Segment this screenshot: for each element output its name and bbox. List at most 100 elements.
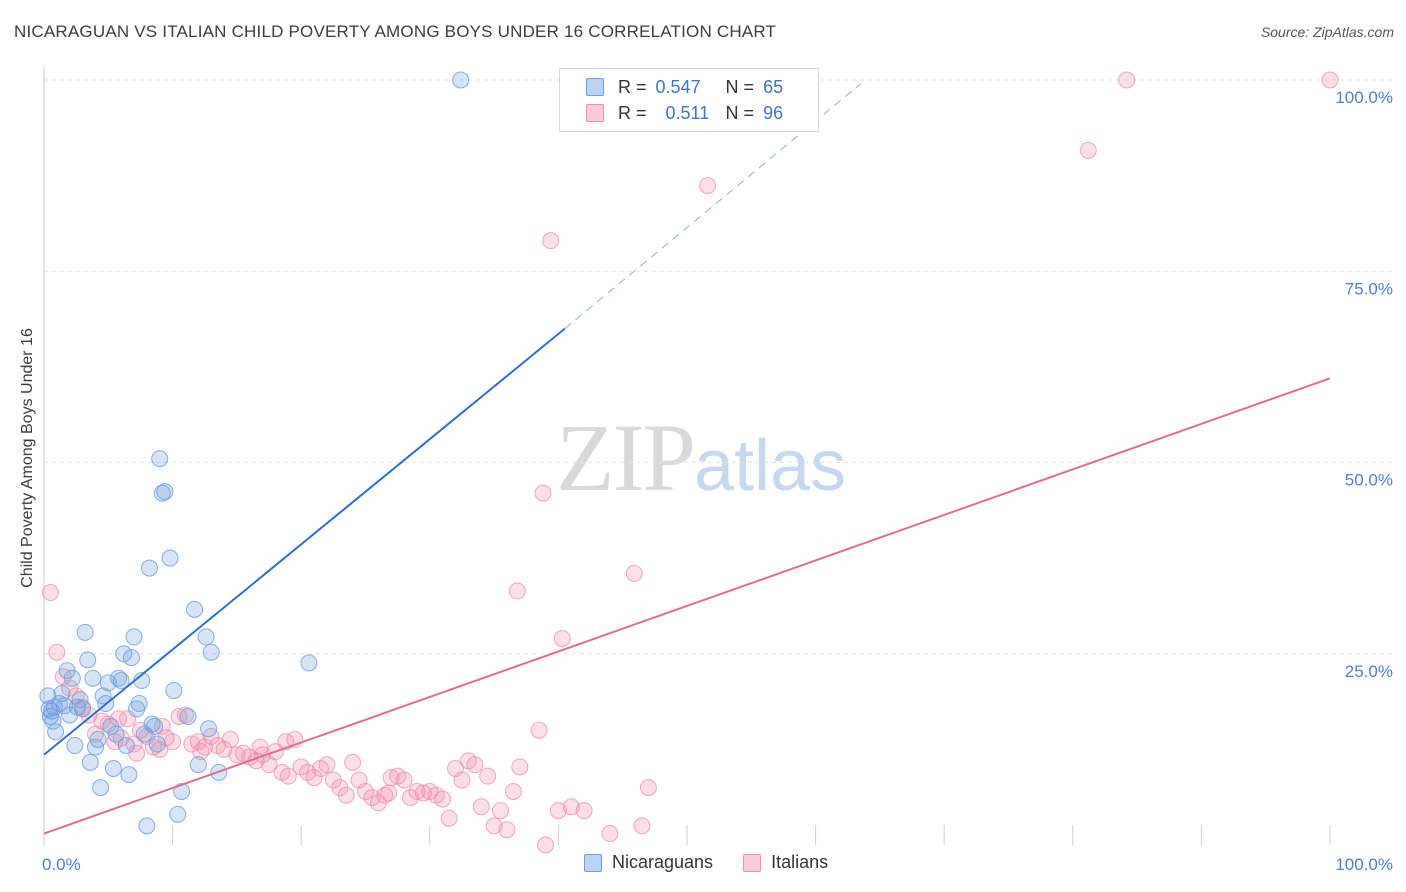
italians-point (192, 743, 210, 761)
italians-point (344, 753, 362, 771)
nicaraguans-point (112, 672, 130, 690)
italians-point (402, 789, 420, 807)
legend-row-nicaraguans: R = 0.547 N = 65 (586, 75, 783, 99)
italians-point (466, 756, 484, 774)
correlation-legend: R = 0.547 N = 65 R = 0.511 N = 96 (559, 68, 819, 132)
nicaraguans-point (89, 730, 107, 748)
italians-swatch (586, 104, 604, 122)
nicaraguans-point (130, 694, 148, 712)
nicaraguans-point (117, 737, 135, 755)
italians-point (498, 821, 516, 839)
italians-point (279, 767, 297, 785)
nicaraguans-point (120, 766, 138, 784)
legend-r-label: R = (618, 76, 647, 97)
legend-n-label: N = (725, 102, 755, 123)
y-tick-label: 100.0% (1335, 88, 1393, 107)
italians-point (492, 802, 510, 820)
italians-point (176, 706, 194, 724)
y-tick-label: 50.0% (1345, 471, 1393, 490)
nicaraguans-swatch (586, 78, 604, 96)
italians-point (164, 733, 182, 751)
italians-point (542, 232, 560, 250)
italians-point (41, 584, 59, 602)
legend-r-label: R = (618, 102, 647, 123)
italians-point (633, 817, 651, 835)
nicaraguans-point (146, 717, 164, 735)
series-legend: Nicaraguans Italians (584, 852, 858, 873)
italians-point (1079, 141, 1097, 159)
italians-point (1118, 71, 1136, 89)
nicaraguans-point (161, 549, 179, 567)
italians-point (414, 784, 432, 802)
nicaraguans-point (115, 645, 133, 663)
italians-swatch (743, 853, 762, 872)
nicaraguans-point (148, 735, 166, 753)
legend-n-value: 96 (763, 102, 784, 123)
nicaraguans-point (140, 559, 158, 577)
nicaraguans-point (66, 737, 84, 755)
nicaraguans-point (110, 669, 128, 687)
legend-row-italians: R = 0.511 N = 96 (586, 101, 783, 125)
source-credit: Source: ZipAtlas.com (1260, 24, 1394, 40)
nicaraguans-point (63, 669, 81, 687)
italians-point (395, 771, 413, 789)
italians-point (504, 782, 522, 800)
nicaraguans-point (151, 450, 169, 468)
italians-point (601, 825, 619, 843)
series-legend-italians: Italians (743, 852, 828, 873)
legend-n-value: 65 (763, 76, 784, 97)
series-legend-label: Nicaraguans (612, 852, 714, 872)
italians-point (453, 771, 471, 789)
italians-point (485, 817, 503, 835)
italians-point (1321, 71, 1339, 89)
y-tick-label: 75.0% (1345, 279, 1393, 298)
nicaraguans-point (56, 697, 74, 715)
nicaraguans-point (165, 681, 183, 699)
italians-point (534, 484, 552, 502)
nicaraguans-point (189, 756, 207, 774)
nicaraguans-point (138, 817, 156, 835)
x-tick-label: 100.0% (1335, 855, 1393, 874)
italians-point (215, 740, 233, 758)
legend-r-value: 0.547 (655, 76, 701, 97)
nicaraguans-point (76, 623, 94, 641)
series-legend-nicaraguans: Nicaraguans (584, 852, 713, 873)
nicaraguans-point (92, 779, 110, 797)
series-legend-label: Italians (771, 852, 829, 872)
nicaraguans-point (200, 720, 218, 738)
nicaraguans-point (81, 753, 99, 771)
nicaraguans-point (202, 643, 220, 661)
italians-point (251, 738, 269, 756)
nicaraguans-point (300, 654, 318, 672)
watermark: ZIPatlas (556, 402, 846, 513)
italians-point (553, 629, 571, 647)
italians-point (575, 802, 593, 820)
x-tick-label: 0.0% (42, 855, 81, 874)
nicaraguans-swatch (584, 853, 602, 872)
italians-point (337, 786, 355, 804)
italians-point (228, 746, 246, 764)
italians-point (537, 836, 555, 854)
nicaraguans-point (452, 71, 470, 89)
italians-point (625, 564, 643, 582)
nicaraguans-point (44, 712, 62, 730)
nicaraguans-point (84, 669, 102, 687)
nicaraguans-point (185, 600, 203, 618)
legend-r-value: 0.511 (665, 102, 710, 123)
nicaraguans-point (74, 700, 92, 718)
italians-point (639, 779, 657, 797)
italians-point (549, 802, 567, 820)
italians-trendline (43, 377, 1331, 835)
italians-point (305, 769, 323, 787)
nicaraguans-point (179, 707, 197, 725)
nicaraguans-point (197, 628, 215, 646)
italians-point (562, 798, 580, 816)
nicaraguans-point (153, 484, 171, 502)
italians-point (170, 707, 188, 725)
nicaraguans-point (143, 715, 161, 733)
italians-point (357, 782, 374, 800)
nicaraguans-point (47, 723, 65, 741)
nicaraguans-point (99, 674, 117, 692)
y-tick-label: 25.0% (1345, 662, 1393, 681)
